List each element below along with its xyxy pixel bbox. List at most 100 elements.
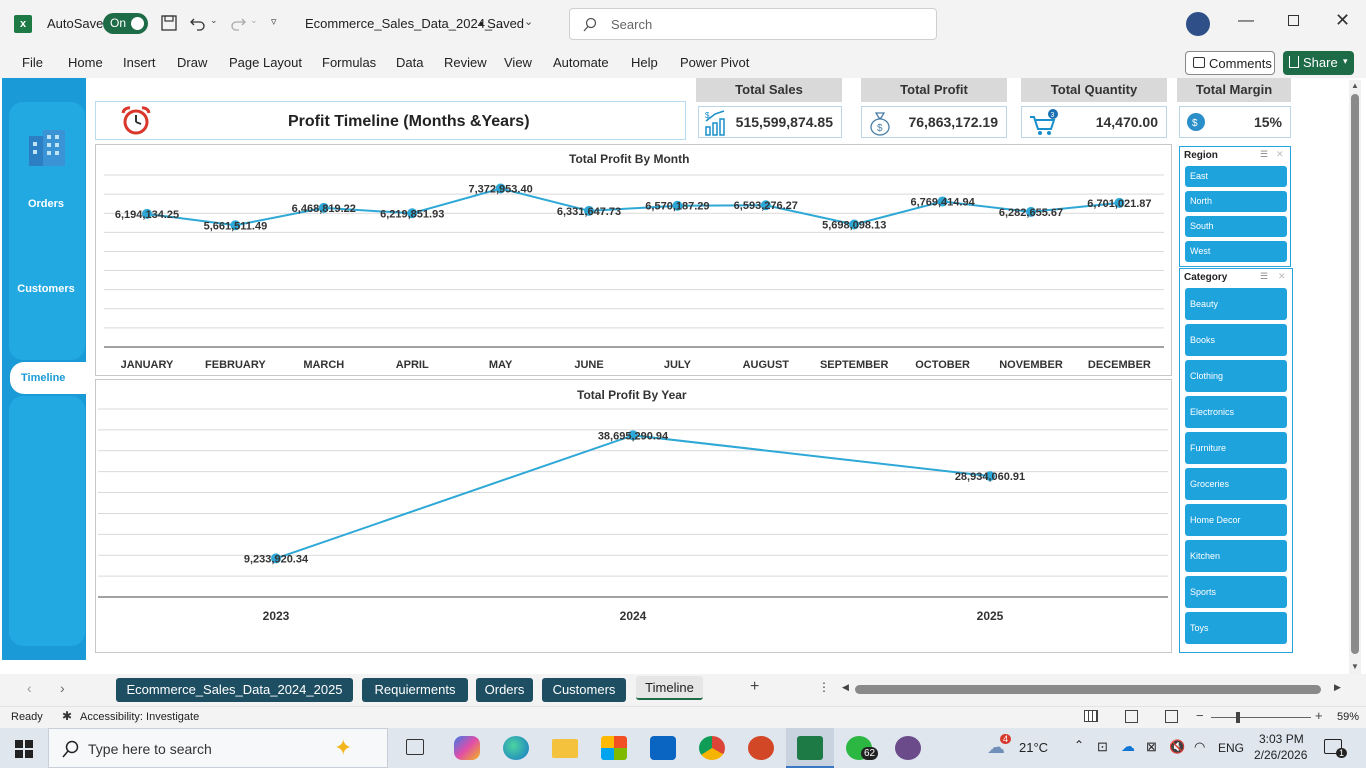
input-language[interactable]: ENG — [1218, 741, 1245, 755]
save-icon[interactable] — [160, 14, 178, 32]
menu-view[interactable]: View — [504, 55, 532, 70]
autosave-toggle[interactable]: On — [103, 13, 148, 34]
zoom-slider[interactable] — [1211, 712, 1311, 723]
menu-draw[interactable]: Draw — [177, 55, 208, 70]
category-clothing[interactable]: Clothing — [1185, 360, 1287, 392]
redo-dropdown-icon[interactable]: ⌄ — [250, 15, 258, 25]
tab-customers[interactable]: Customers — [542, 678, 626, 702]
volume-muted-icon[interactable]: 🔇 — [1169, 739, 1186, 754]
edge-browser-icon[interactable] — [503, 736, 529, 760]
monthly-profit-chart[interactable]: Total Profit By Month 6,194,134.25 JANUAR… — [95, 144, 1172, 376]
restore-icon[interactable] — [1288, 15, 1299, 26]
menu-power-pivot[interactable]: Power Pivot — [680, 55, 750, 70]
vertical-scroll-thumb[interactable] — [1351, 94, 1359, 654]
recorder-app-icon[interactable] — [895, 736, 921, 760]
category-sports[interactable]: Sports — [1185, 576, 1287, 608]
region-south[interactable]: South — [1185, 216, 1287, 237]
zoom-in-icon[interactable]: + — [1315, 708, 1323, 723]
clock-time[interactable]: 3:03 PM — [1259, 732, 1304, 746]
horizontal-scroll-thumb[interactable] — [855, 685, 1321, 694]
notifications-icon[interactable] — [1324, 739, 1342, 754]
menu-insert[interactable]: Insert — [123, 55, 156, 70]
category-toys[interactable]: Toys — [1185, 612, 1287, 644]
powerpoint-icon[interactable] — [748, 736, 774, 760]
menu-page-layout[interactable]: Page Layout — [229, 55, 303, 70]
undo-icon[interactable] — [189, 14, 207, 32]
saved-status[interactable]: • Saved — [479, 16, 525, 31]
user-avatar[interactable] — [1186, 12, 1210, 36]
vertical-scrollbar[interactable]: ▲ ▼ — [1349, 80, 1361, 674]
redo-icon[interactable] — [229, 14, 247, 32]
weather-temperature[interactable]: 21°C — [1019, 740, 1049, 755]
chrome-icon[interactable] — [699, 736, 725, 760]
sheet-options-icon[interactable]: ⋮ — [818, 680, 830, 694]
share-button[interactable]: Share ▾ — [1283, 51, 1354, 75]
zoom-level[interactable]: 59% — [1337, 711, 1360, 723]
show-hidden-icons-icon[interactable]: ⌃ — [1074, 738, 1085, 752]
meet-now-icon[interactable]: ⊠ — [1146, 739, 1157, 754]
close-icon[interactable]: ✕ — [1335, 10, 1351, 30]
multi-select-icon[interactable]: ☰ — [1260, 271, 1269, 281]
clock-date[interactable]: 2/26/2026 — [1254, 748, 1308, 762]
tab-timeline[interactable]: Timeline — [636, 676, 703, 700]
wifi-icon[interactable]: ◠ — [1194, 739, 1206, 754]
zoom-out-icon[interactable]: − — [1196, 708, 1204, 723]
normal-view-icon[interactable] — [1084, 710, 1098, 722]
file-explorer-icon[interactable] — [552, 739, 578, 758]
menu-help[interactable]: Help — [631, 55, 658, 70]
sidebar-item-timeline[interactable]: Timeline — [10, 362, 86, 394]
h-scroll-left-icon[interactable]: ◀ — [842, 682, 849, 692]
clear-filter-icon[interactable]: ✕ — [1276, 149, 1284, 159]
region-west[interactable]: West — [1185, 241, 1287, 262]
scroll-up-icon[interactable]: ▲ — [1351, 81, 1359, 90]
clear-filter-icon[interactable]: ✕ — [1278, 271, 1286, 281]
tab-requierments[interactable]: Requierments — [362, 678, 468, 702]
network-adapter-icon[interactable]: ⊡ — [1097, 739, 1108, 754]
taskbar-search-box[interactable]: Type here to search ✦ — [48, 728, 388, 768]
microsoft-store-icon[interactable] — [601, 736, 627, 760]
status-accessibility[interactable]: Accessibility: Investigate — [80, 711, 200, 723]
outlook-icon[interactable] — [650, 736, 676, 760]
tab-orders[interactable]: Orders — [476, 678, 533, 702]
category-home-decor[interactable]: Home Decor — [1185, 504, 1287, 536]
tab-ecommerce-data[interactable]: Ecommerce_Sales_Data_2024_2025 — [116, 678, 353, 702]
comments-button[interactable]: Comments — [1185, 51, 1275, 75]
menu-formulas[interactable]: Formulas — [322, 55, 377, 70]
prev-sheet-icon[interactable]: ‹ — [27, 680, 32, 696]
sidebar-item-orders[interactable]: Orders — [27, 198, 65, 210]
undo-dropdown-icon[interactable]: ⌄ — [210, 15, 218, 25]
file-name[interactable]: Ecommerce_Sales_Data_2024_... — [305, 16, 504, 31]
category-beauty[interactable]: Beauty — [1185, 288, 1287, 320]
copilot-app-icon[interactable] — [454, 736, 480, 760]
menu-review[interactable]: Review — [444, 55, 487, 70]
multi-select-icon[interactable]: ☰ — [1260, 149, 1269, 159]
windows-start-icon[interactable] — [15, 740, 33, 758]
scroll-down-icon[interactable]: ▼ — [1351, 662, 1359, 671]
sidebar-item-customers[interactable]: Customers — [17, 283, 75, 295]
category-kitchen[interactable]: Kitchen — [1185, 540, 1287, 572]
add-sheet-icon[interactable]: + — [750, 678, 760, 695]
customize-toolbar-icon[interactable]: ▿ — [271, 16, 277, 28]
page-break-view-icon[interactable] — [1165, 710, 1178, 723]
onedrive-icon[interactable]: ☁ — [1121, 738, 1135, 754]
category-furniture[interactable]: Furniture — [1185, 432, 1287, 464]
category-electronics[interactable]: Electronics — [1185, 396, 1287, 428]
zoom-slider-thumb[interactable] — [1236, 712, 1240, 723]
menu-data[interactable]: Data — [396, 55, 424, 70]
category-books[interactable]: Books — [1185, 324, 1287, 356]
menu-file[interactable]: File — [22, 55, 43, 70]
region-north[interactable]: North — [1185, 191, 1287, 212]
menu-home[interactable]: Home — [68, 55, 103, 70]
category-groceries[interactable]: Groceries — [1185, 468, 1287, 500]
title-search-bar[interactable]: Search — [569, 8, 937, 40]
excel-app-icon[interactable] — [797, 736, 823, 760]
page-layout-view-icon[interactable] — [1125, 710, 1138, 723]
region-east[interactable]: East — [1185, 166, 1287, 187]
saved-dropdown-icon[interactable]: ⌄ — [524, 16, 534, 28]
menu-automate[interactable]: Automate — [553, 55, 609, 70]
yearly-profit-chart[interactable]: Total Profit By Year 9,233,920.34 2023 38,… — [95, 379, 1172, 653]
accessibility-icon[interactable]: ✱ — [62, 709, 73, 723]
task-view-icon[interactable] — [406, 739, 424, 755]
next-sheet-icon[interactable]: › — [60, 680, 65, 696]
h-scroll-right-icon[interactable]: ▶ — [1334, 682, 1341, 692]
